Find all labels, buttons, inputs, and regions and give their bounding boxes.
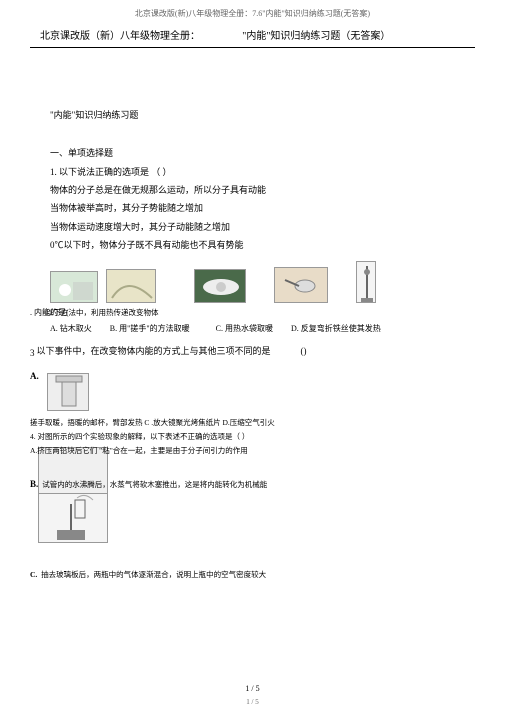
q3-paren: () [301,344,307,358]
q1-option-a: 物体的分子总是在做无规那么运动，所以分子具有动能 [50,183,475,197]
q4-stem: 4. 对图所示的四个实验现象的解释，以下表述不正确的选项是（ ） [30,431,475,443]
q1-option-b: 当物体被举高时，其分子势能随之增加 [50,201,475,215]
q3-number: 3 [30,346,35,362]
q4-opt-c-text: 抽去玻璃板后，两瓶中的气体逐渐混合，说明上瓶中的空气密度较大 [41,570,266,579]
q2-img-3 [194,269,246,303]
q1-option-c: 当物体运动速度增大时，其分子动能随之增加 [50,220,475,234]
q4-opt-c-label: C. [30,570,37,579]
q2-opt-b: B. 用"搓手"的方法取暖 [110,323,190,336]
q2-img-5 [356,261,376,303]
q1-stem: 1. 以下说法正确的选项是 （ ） [50,165,475,179]
q3-stem: 以下事件中，在改变物体内能的方式上与其他三项不同的是 [37,344,271,358]
page-number-2: 1 / 5 [246,697,258,708]
q3-opt-a-label: A. [30,371,39,381]
q3-line-1: 搓手取暖，捂暖的邮杯，臂部发热 C .放大镜聚光烤焦纸片 D.压缩空气引火 [30,417,475,429]
page-header-path: 北京课改版(新)八年级物理全册：7.6"内能"知识归纳练习题(无答案) [30,8,475,21]
q2-overlay-1: 以下方法中，利用热传递改变物体 [46,307,176,319]
title-right: "内能"知识归纳练习题（无答案） [232,31,400,42]
q4-opt-c-row: C. 抽去玻璃板后，两瓶中的气体逐渐混合，说明上瓶中的空气密度较大 [30,569,475,581]
q2-img-1-wrap: 以下方法中，利用热传递改变物体 [50,271,98,303]
q4-opt-b-text: 试管内的水沸腾后，水蒸气将软木塞推出，这是将内能转化为机械能 [42,479,267,491]
q2-img-1 [50,271,98,303]
q2-img-4 [274,267,328,303]
worksheet-title: "内能"知识归纳练习题 [50,108,475,122]
q4-opt-b-row: B. 试管内的水沸腾后，水蒸气将软木塞推出，这是将内能转化为机械能 [30,477,475,493]
q2-opt-c: C. 用热水袋取暖 [216,323,273,336]
q3-img-a [47,373,89,411]
page-number: 1 / 5 [245,683,259,696]
q4-opt-a: A.挤压两铅块后它们 "粘"合在一起，主要是由于分子间引力的作用 [30,445,475,457]
q2-options: A. 钻木取火 B. 用"搓手"的方法取暖 C. 用热水袋取暖 D. 反复弯折铁… [50,323,475,336]
title-row: 北京课改版（新）八年级物理全册： "内能"知识归纳练习题（无答案） [30,29,475,48]
q2-image-row: 以下方法中，利用热传递改变物体 [50,261,475,303]
part-1-heading: 一、单项选择题 [50,146,475,160]
q2-opt-d: D. 反复弯折铁丝使其发热 [291,323,381,336]
q4-img-b2 [38,493,108,543]
q4-opt-b-label: B. [30,477,38,491]
title-left: 北京课改版（新）八年级物理全册： [30,31,210,42]
q2-opt-a: A. 钻木取火 [50,323,92,336]
q1-option-d: 0℃以下时，物体分子既不具有动能也不具有势能 [50,238,475,252]
q2-img-2 [106,269,156,303]
